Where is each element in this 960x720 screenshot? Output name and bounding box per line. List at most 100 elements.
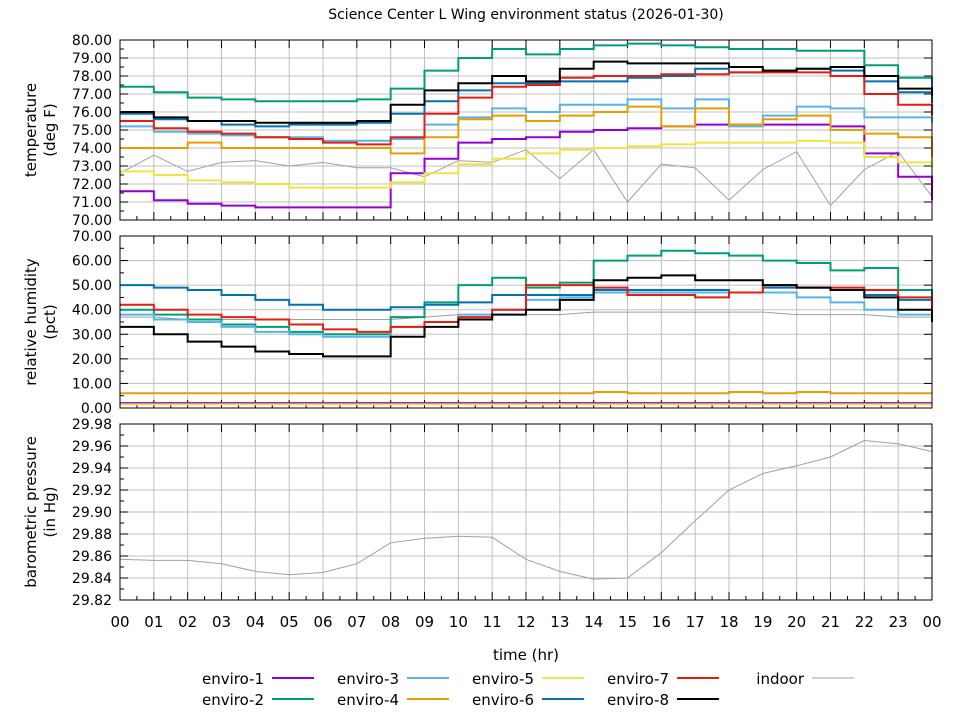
chart-layers: 70.00 71.00 72.00 73.00 74.00 75.00 76.00 77.00…: [22, 33, 942, 709]
legend-label: enviro-3: [337, 670, 399, 688]
series-line-indoor: [119, 149, 933, 207]
series-line-enviro-5: [120, 139, 933, 189]
y-axis-label-line: (deg F): [41, 103, 59, 156]
y-tick-label: 29.90: [72, 505, 112, 521]
panel-pressure: 29.82 29.84 29.86 29.88 29.90 29.92 29.94 29.96…: [22, 417, 933, 609]
x-tick-label: 18: [719, 613, 738, 631]
x-tick-label: 13: [550, 613, 569, 631]
x-tick-label: 19: [753, 613, 772, 631]
y-tick-label: 29.86: [72, 549, 112, 565]
x-tick-label: 21: [821, 613, 840, 631]
legend-item: enviro-7: [607, 670, 719, 688]
legend-item: enviro-3: [337, 670, 449, 688]
y-tick-label: 75.00: [72, 123, 112, 139]
series-line-enviro-2: [120, 42, 933, 103]
y-tick-label: 77.00: [72, 87, 112, 103]
x-tick-label: 02: [178, 613, 197, 631]
y-tick-label: 29.96: [72, 439, 112, 455]
x-tick-label: 14: [584, 613, 603, 631]
plot-border: [119, 39, 933, 221]
series-line-indoor: [119, 439, 933, 580]
series-line-enviro-8: [120, 60, 933, 124]
y-axis-label-line: barometric pressure: [22, 436, 40, 588]
y-axis-label-line: temperature: [22, 83, 40, 177]
y-tick-label: 71.00: [72, 195, 112, 211]
y-tick-label: 0.00: [81, 401, 112, 417]
series-line-enviro-8: [120, 274, 933, 358]
plot-border: [119, 423, 933, 601]
legend-item: enviro-1: [202, 670, 314, 688]
x-tick-label: 04: [246, 613, 265, 631]
legend-label: enviro-6: [472, 691, 534, 709]
y-tick-label: 80.00: [72, 33, 112, 49]
x-tick-label: 01: [144, 613, 163, 631]
x-tick-label: 03: [212, 613, 231, 631]
y-tick-label: 29.98: [72, 417, 112, 433]
x-tick-label: 15: [618, 613, 637, 631]
x-tick-label: 00: [922, 613, 941, 631]
panel-temperature: 70.00 71.00 72.00 73.00 74.00 75.00 76.00 77.00…: [22, 33, 933, 229]
x-axis-label: time (hr): [493, 646, 559, 664]
x-tick-label: 08: [381, 613, 400, 631]
y-tick-label: 20.00: [72, 352, 112, 368]
y-tick-label: 74.00: [72, 141, 112, 157]
y-tick-label: 30.00: [72, 327, 112, 343]
y-tick-label: 76.00: [72, 105, 112, 121]
plot-border: [119, 235, 933, 409]
x-tick-label: 12: [516, 613, 535, 631]
x-tick-label: 09: [415, 613, 434, 631]
legend-item: enviro-8: [607, 691, 719, 709]
legend-item: enviro-2: [202, 691, 314, 709]
y-tick-label: 72.00: [72, 177, 112, 193]
y-tick-label: 40.00: [72, 303, 112, 319]
x-tick-label: 22: [855, 613, 874, 631]
panel-humidity: 0.00 10.00 20.00 30.00 40.00 50.00 60.00 70.00 r…: [22, 229, 933, 417]
y-axis-label: barometric pressure(in Hg): [22, 436, 59, 588]
chart-title: Science Center L Wing environment status…: [328, 7, 724, 23]
x-tick-label: 05: [280, 613, 299, 631]
x-tick-label: 16: [652, 613, 671, 631]
x-tick-label: 07: [347, 613, 366, 631]
y-tick-label: 79.00: [72, 51, 112, 67]
y-tick-label: 29.82: [72, 593, 112, 609]
y-tick-label: 78.00: [72, 69, 112, 85]
legend-label: indoor: [756, 670, 805, 688]
y-axis-label: relative humidity(pct): [22, 258, 59, 386]
x-tick-label: 06: [313, 613, 332, 631]
y-tick-label: 50.00: [72, 278, 112, 294]
y-tick-label: 29.88: [72, 527, 112, 543]
legend-item: enviro-6: [472, 691, 584, 709]
y-tick-label: 70.00: [72, 229, 112, 245]
legend-label: enviro-2: [202, 691, 264, 709]
legend-item: enviro-4: [337, 691, 449, 709]
y-axis-label-line: relative humidity: [22, 258, 40, 386]
y-tick-label: 60.00: [72, 254, 112, 270]
legend-label: enviro-7: [607, 670, 669, 688]
x-tick-label: 17: [686, 613, 705, 631]
series-line-enviro-7: [120, 71, 933, 146]
x-tick-label: 00: [110, 613, 129, 631]
x-tick-label: 20: [787, 613, 806, 631]
y-tick-label: 70.00: [72, 213, 112, 229]
series-line-enviro-4: [120, 105, 933, 157]
legend-label: enviro-4: [337, 691, 399, 709]
y-tick-label: 29.84: [72, 571, 112, 587]
y-axis-label-line: (pct): [41, 304, 59, 339]
x-tick-label: 10: [449, 613, 468, 631]
y-axis-label-line: (in Hg): [41, 487, 59, 538]
legend-item: enviro-5: [472, 670, 584, 688]
y-tick-label: 29.94: [72, 461, 112, 477]
y-axis-label: temperature(deg F): [22, 83, 59, 177]
x-tick-label: 23: [889, 613, 908, 631]
legend-label: enviro-5: [472, 670, 534, 688]
legend-label: enviro-8: [607, 691, 669, 709]
legend: enviro-1 enviro-2 enviro-3 enviro-4 enviro-5…: [202, 670, 854, 709]
legend-item: indoor: [756, 670, 854, 688]
y-tick-label: 29.92: [72, 483, 112, 499]
x-tick-label: 11: [483, 613, 502, 631]
y-tick-label: 73.00: [72, 159, 112, 175]
y-tick-label: 10.00: [72, 376, 112, 392]
series-line-enviro-4: [120, 391, 932, 395]
